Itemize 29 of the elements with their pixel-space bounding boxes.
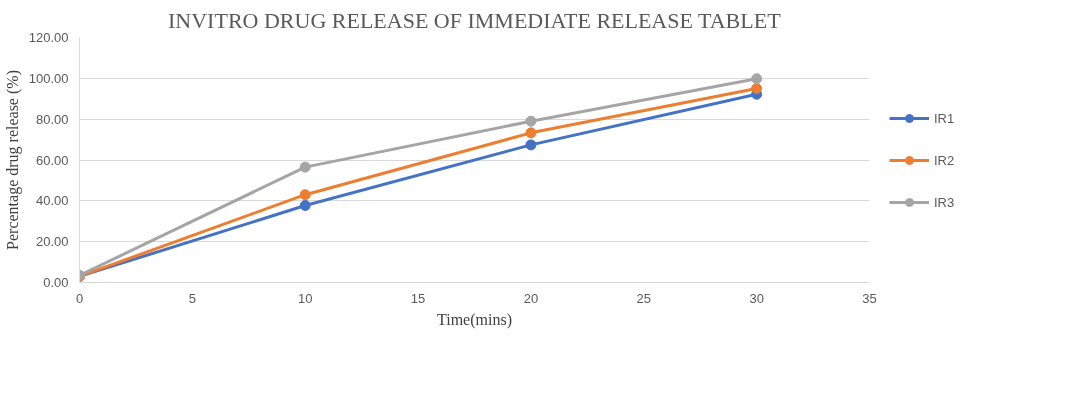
y-tick-label: 60.00 [35, 152, 69, 168]
y-tick-label: 0.00 [43, 275, 69, 290]
x-tick-label: 10 [297, 290, 313, 306]
x-tick-label: 30 [749, 290, 764, 306]
x-tick-label: 0 [75, 290, 84, 306]
y-tick-label: 40.00 [35, 193, 69, 209]
point [525, 115, 537, 127]
x-tick-label: 35 [862, 290, 877, 306]
point [525, 127, 537, 139]
point [299, 161, 311, 173]
legend-label: IR1 [934, 110, 955, 126]
point [751, 83, 763, 95]
point [299, 200, 311, 212]
y-tick-label: 120.00 [28, 30, 69, 45]
point [299, 189, 311, 201]
point [525, 139, 537, 151]
y-tick-label: 80.00 [35, 111, 69, 127]
legend-label: IR2 [934, 152, 955, 168]
y-tick-label: 20.00 [35, 234, 69, 250]
point [751, 73, 763, 85]
y-tick-label: 100.00 [28, 70, 69, 86]
x-tick-label: 25 [636, 290, 652, 306]
x-tick-label: 15 [410, 290, 426, 306]
x-tick-label: 5 [188, 290, 196, 306]
chart-title: INVITRO DRUG RELEASE OF IMMEDIATE RELEASE TABLET [168, 7, 782, 33]
x-tick-label: 20 [523, 290, 539, 306]
legend-label: IR3 [934, 194, 955, 210]
y-axis-title: Percentage drug release (%) [3, 70, 22, 250]
x-axis-title: Time(mins) [437, 310, 512, 329]
